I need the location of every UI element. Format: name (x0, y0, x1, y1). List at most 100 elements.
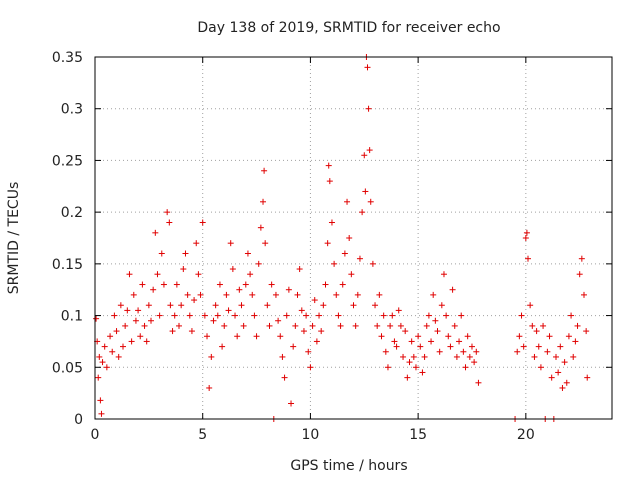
data-point (331, 260, 338, 267)
data-point (584, 374, 591, 381)
data-point (296, 266, 303, 273)
x-tick-label: 20 (517, 427, 535, 443)
data-point (141, 322, 148, 329)
x-tick-label: 15 (409, 427, 427, 443)
data-point (117, 302, 124, 309)
data-point (458, 312, 465, 319)
data-point (279, 353, 286, 360)
data-point (382, 348, 389, 355)
data-point (214, 312, 221, 319)
data-point (197, 291, 204, 298)
data-point (583, 328, 590, 335)
data-point (240, 322, 247, 329)
data-point (537, 364, 544, 371)
data-point (216, 281, 223, 288)
data-point (475, 379, 482, 386)
data-point (316, 312, 323, 319)
data-point (456, 338, 463, 345)
data-point (272, 291, 279, 298)
data-point (264, 302, 271, 309)
data-point (178, 302, 185, 309)
data-point (425, 312, 432, 319)
data-point (421, 353, 428, 360)
data-point (128, 338, 135, 345)
data-point (356, 255, 363, 262)
data-point (255, 260, 262, 267)
data-point (107, 333, 114, 340)
data-point (260, 198, 267, 205)
data-point (300, 328, 307, 335)
data-point (389, 312, 396, 319)
data-point (154, 271, 161, 278)
data-point (514, 348, 521, 355)
data-point (380, 312, 387, 319)
x-tick-label: 5 (198, 427, 207, 443)
data-point (546, 333, 553, 340)
data-point (524, 255, 531, 262)
data-point (568, 312, 575, 319)
data-point (473, 348, 480, 355)
data-point (578, 255, 585, 262)
data-point (391, 338, 398, 345)
data-point (361, 152, 368, 159)
data-point (464, 333, 471, 340)
data-point (130, 291, 137, 298)
data-point (557, 343, 564, 350)
data-point (516, 333, 523, 340)
data-point (99, 359, 106, 366)
x-axis-ticks: 0 5 10 15 20 (91, 57, 535, 443)
y-axis-ticks: 0 0.05 0.1 0.15 0.2 0.25 0.3 0.35 (52, 50, 612, 428)
chart-title: Day 138 of 2019, SRMTID for receiver ech… (197, 20, 500, 36)
data-point (148, 317, 155, 324)
data-point (555, 369, 562, 376)
data-point (417, 343, 424, 350)
data-point (93, 315, 100, 322)
x-tick-label: 10 (302, 427, 320, 443)
y-tick-label: 0.35 (52, 50, 83, 66)
data-point (249, 291, 256, 298)
data-point (419, 369, 426, 376)
data-point (428, 338, 435, 345)
data-point (453, 353, 460, 360)
data-point (466, 353, 473, 360)
data-point (283, 312, 290, 319)
plot-frame (94, 56, 613, 420)
data-point (225, 307, 232, 314)
data-point (251, 312, 258, 319)
data-point (132, 317, 139, 324)
data-point (275, 317, 282, 324)
data-point (277, 333, 284, 340)
data-point (257, 224, 264, 231)
data-point (186, 312, 193, 319)
data-point (285, 286, 292, 293)
data-point (376, 291, 383, 298)
data-point (96, 353, 103, 360)
data-point (113, 328, 120, 335)
data-point (468, 343, 475, 350)
data-point (109, 348, 116, 355)
data-point (115, 353, 122, 360)
data-point (292, 322, 299, 329)
data-point (208, 353, 215, 360)
data-point (548, 374, 555, 381)
data-point (354, 291, 361, 298)
data-point (460, 348, 467, 355)
data-point (234, 333, 241, 340)
data-point (281, 374, 288, 381)
data-point (150, 286, 157, 293)
data-point (124, 307, 131, 314)
data-point (364, 64, 371, 71)
data-point (397, 322, 404, 329)
data-point (139, 281, 146, 288)
data-point (572, 338, 579, 345)
data-point (126, 271, 133, 278)
data-point (120, 343, 127, 350)
data-point (531, 353, 538, 360)
data-point (135, 307, 142, 314)
data-point (337, 322, 344, 329)
data-point (166, 219, 173, 226)
data-point (325, 162, 332, 169)
data-point (143, 338, 150, 345)
data-point (180, 266, 187, 273)
